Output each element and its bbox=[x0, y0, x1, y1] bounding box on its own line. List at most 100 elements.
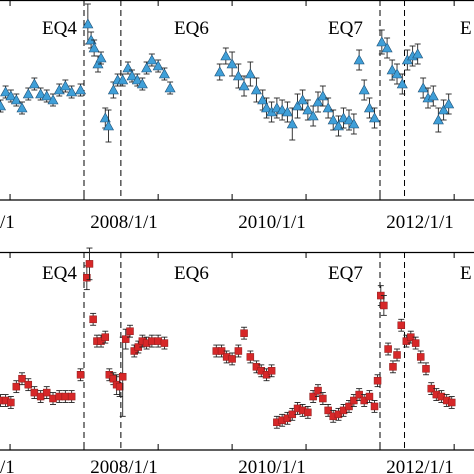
data-point bbox=[376, 36, 388, 47]
data-point bbox=[396, 78, 408, 89]
data-point bbox=[146, 54, 158, 65]
data-point bbox=[158, 68, 170, 79]
data-point bbox=[220, 50, 232, 61]
data-point bbox=[391, 68, 403, 79]
event-label: EQ7 bbox=[328, 18, 363, 39]
data-point bbox=[61, 392, 70, 401]
data-point bbox=[384, 345, 392, 353]
data-point bbox=[443, 98, 455, 109]
event-label-clipped: E bbox=[460, 18, 472, 39]
data-point bbox=[358, 84, 370, 95]
x-tick-label: 2012/1/1 bbox=[386, 457, 454, 474]
data-point bbox=[369, 112, 381, 123]
event-label-clipped: E bbox=[460, 263, 472, 284]
data-point bbox=[353, 54, 365, 65]
data-point bbox=[327, 114, 339, 125]
data-point bbox=[334, 410, 343, 419]
data-point bbox=[447, 398, 456, 407]
data-point bbox=[252, 363, 261, 371]
data-point bbox=[18, 374, 26, 383]
data-point bbox=[0, 100, 7, 111]
data-point bbox=[82, 18, 94, 29]
data-point bbox=[67, 392, 76, 401]
data-point bbox=[10, 94, 22, 105]
data-point bbox=[304, 408, 312, 417]
x-tick-label: /1 bbox=[0, 457, 15, 474]
data-point bbox=[164, 82, 176, 93]
event-label: EQ4 bbox=[42, 18, 77, 39]
data-point bbox=[59, 80, 71, 91]
data-point bbox=[312, 96, 324, 107]
data-point bbox=[393, 351, 401, 359]
data-point bbox=[12, 382, 21, 391]
event-label: EQ7 bbox=[328, 263, 363, 284]
data-point bbox=[141, 62, 153, 73]
x-tick-label: /1 bbox=[0, 212, 15, 233]
data-point bbox=[92, 58, 104, 69]
x-tick-label: 2010/1/1 bbox=[238, 457, 306, 474]
data-point bbox=[101, 333, 110, 341]
data-point bbox=[322, 102, 334, 113]
data-point bbox=[281, 106, 293, 117]
data-point bbox=[250, 84, 262, 95]
data-point bbox=[126, 70, 138, 81]
data-point bbox=[381, 42, 393, 53]
data-point bbox=[160, 339, 169, 347]
data-point bbox=[75, 84, 87, 95]
data-point bbox=[432, 114, 444, 125]
data-point bbox=[35, 88, 47, 99]
data-point bbox=[370, 402, 379, 411]
data-point bbox=[261, 102, 273, 113]
data-point bbox=[28, 78, 40, 89]
data-point bbox=[402, 337, 411, 345]
data-point bbox=[121, 335, 130, 343]
data-point bbox=[380, 301, 388, 310]
data-point bbox=[240, 329, 248, 337]
data-point bbox=[283, 414, 292, 423]
data-point bbox=[262, 371, 271, 379]
data-point bbox=[314, 386, 322, 395]
data-point bbox=[117, 74, 129, 85]
data-point bbox=[107, 84, 119, 95]
data-point bbox=[49, 394, 57, 403]
data-point bbox=[427, 90, 439, 101]
data-point bbox=[97, 337, 105, 345]
data-point bbox=[118, 372, 127, 381]
data-point bbox=[103, 120, 115, 131]
x-tick-label: 2008/1/1 bbox=[90, 457, 158, 474]
data-point bbox=[89, 315, 97, 324]
data-point bbox=[286, 118, 298, 129]
data-point bbox=[343, 114, 355, 125]
data-point bbox=[365, 392, 374, 401]
data-point bbox=[136, 78, 148, 89]
data-point bbox=[257, 367, 266, 375]
data-point bbox=[22, 88, 34, 99]
x-tick-label: 2008/1/1 bbox=[90, 212, 158, 233]
data-point bbox=[0, 86, 12, 97]
data-point bbox=[99, 112, 111, 123]
data-point bbox=[238, 80, 250, 91]
data-point bbox=[267, 367, 276, 375]
data-point bbox=[302, 104, 314, 115]
data-point bbox=[437, 392, 446, 401]
data-point bbox=[348, 118, 360, 129]
data-point bbox=[416, 353, 425, 361]
data-point bbox=[131, 74, 143, 85]
x-tick-label: 2012/1/1 bbox=[386, 212, 454, 233]
data-point bbox=[83, 273, 91, 282]
data-point bbox=[422, 365, 430, 373]
data-point bbox=[319, 394, 327, 403]
data-point bbox=[105, 371, 114, 379]
data-point bbox=[246, 353, 255, 361]
data-point bbox=[154, 337, 162, 345]
data-point bbox=[226, 58, 238, 69]
data-point bbox=[148, 337, 156, 345]
data-point bbox=[232, 70, 244, 81]
data-point bbox=[76, 371, 85, 379]
data-point bbox=[85, 260, 94, 268]
data-point bbox=[95, 52, 107, 63]
data-point bbox=[24, 380, 33, 389]
data-point bbox=[411, 339, 420, 347]
data-point bbox=[244, 68, 256, 79]
